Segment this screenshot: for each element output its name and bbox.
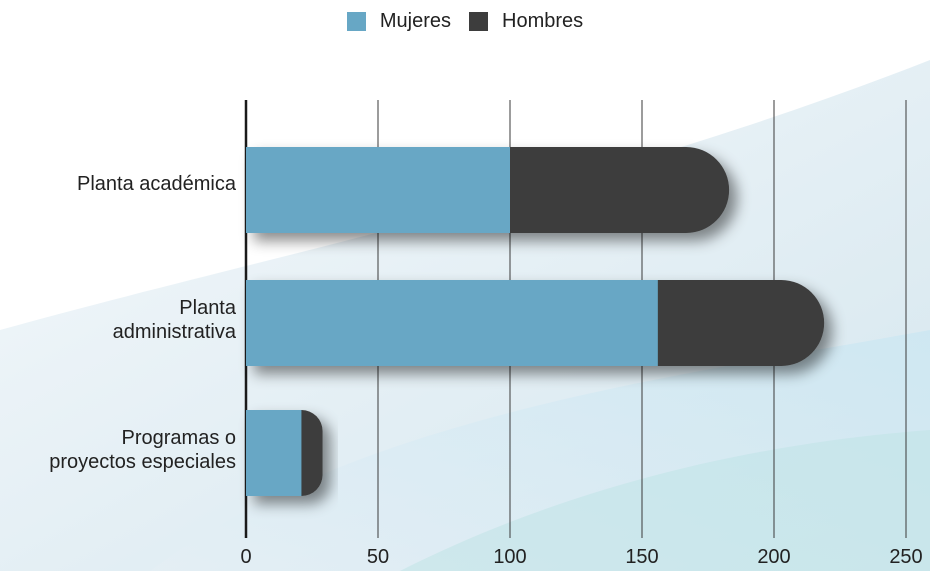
legend-label-mujeres: Mujeres — [379, 10, 451, 32]
bar-group — [246, 147, 730, 233]
bar-mujeres — [246, 410, 303, 496]
bar-mujeres — [246, 280, 659, 366]
x-tick-label: 150 — [625, 546, 658, 568]
bar-hombres — [301, 410, 323, 496]
legend-label-hombres: Hombres — [502, 10, 584, 32]
bars — [246, 147, 825, 496]
x-tick-labels: 0 50 100 150 200 250 — [240, 546, 922, 568]
legend-swatch-mujeres — [346, 12, 366, 31]
legend-item-hombres: Hombres — [469, 10, 583, 33]
x-tick-label: 200 — [757, 546, 790, 568]
legend: Mujeres Hombres — [0, 10, 930, 33]
bar-hombres — [657, 280, 825, 366]
category-label-programas-especiales: Programas o proyectos especiales — [49, 427, 236, 473]
category-label-planta-administrativa: Planta administrativa — [112, 297, 236, 343]
legend-item-mujeres: Mujeres — [346, 10, 451, 33]
bar-mujeres — [246, 147, 511, 233]
x-tick-label: 50 — [367, 546, 389, 568]
category-label-planta-academica: Planta académica — [77, 173, 236, 195]
legend-swatch-hombres — [469, 12, 488, 31]
x-tick-label: 100 — [493, 546, 526, 568]
bar-hombres — [510, 147, 730, 233]
x-tick-label: 250 — [889, 546, 922, 568]
bar-group — [246, 280, 825, 366]
x-tick-label: 0 — [240, 546, 251, 568]
bar-group — [246, 410, 323, 496]
